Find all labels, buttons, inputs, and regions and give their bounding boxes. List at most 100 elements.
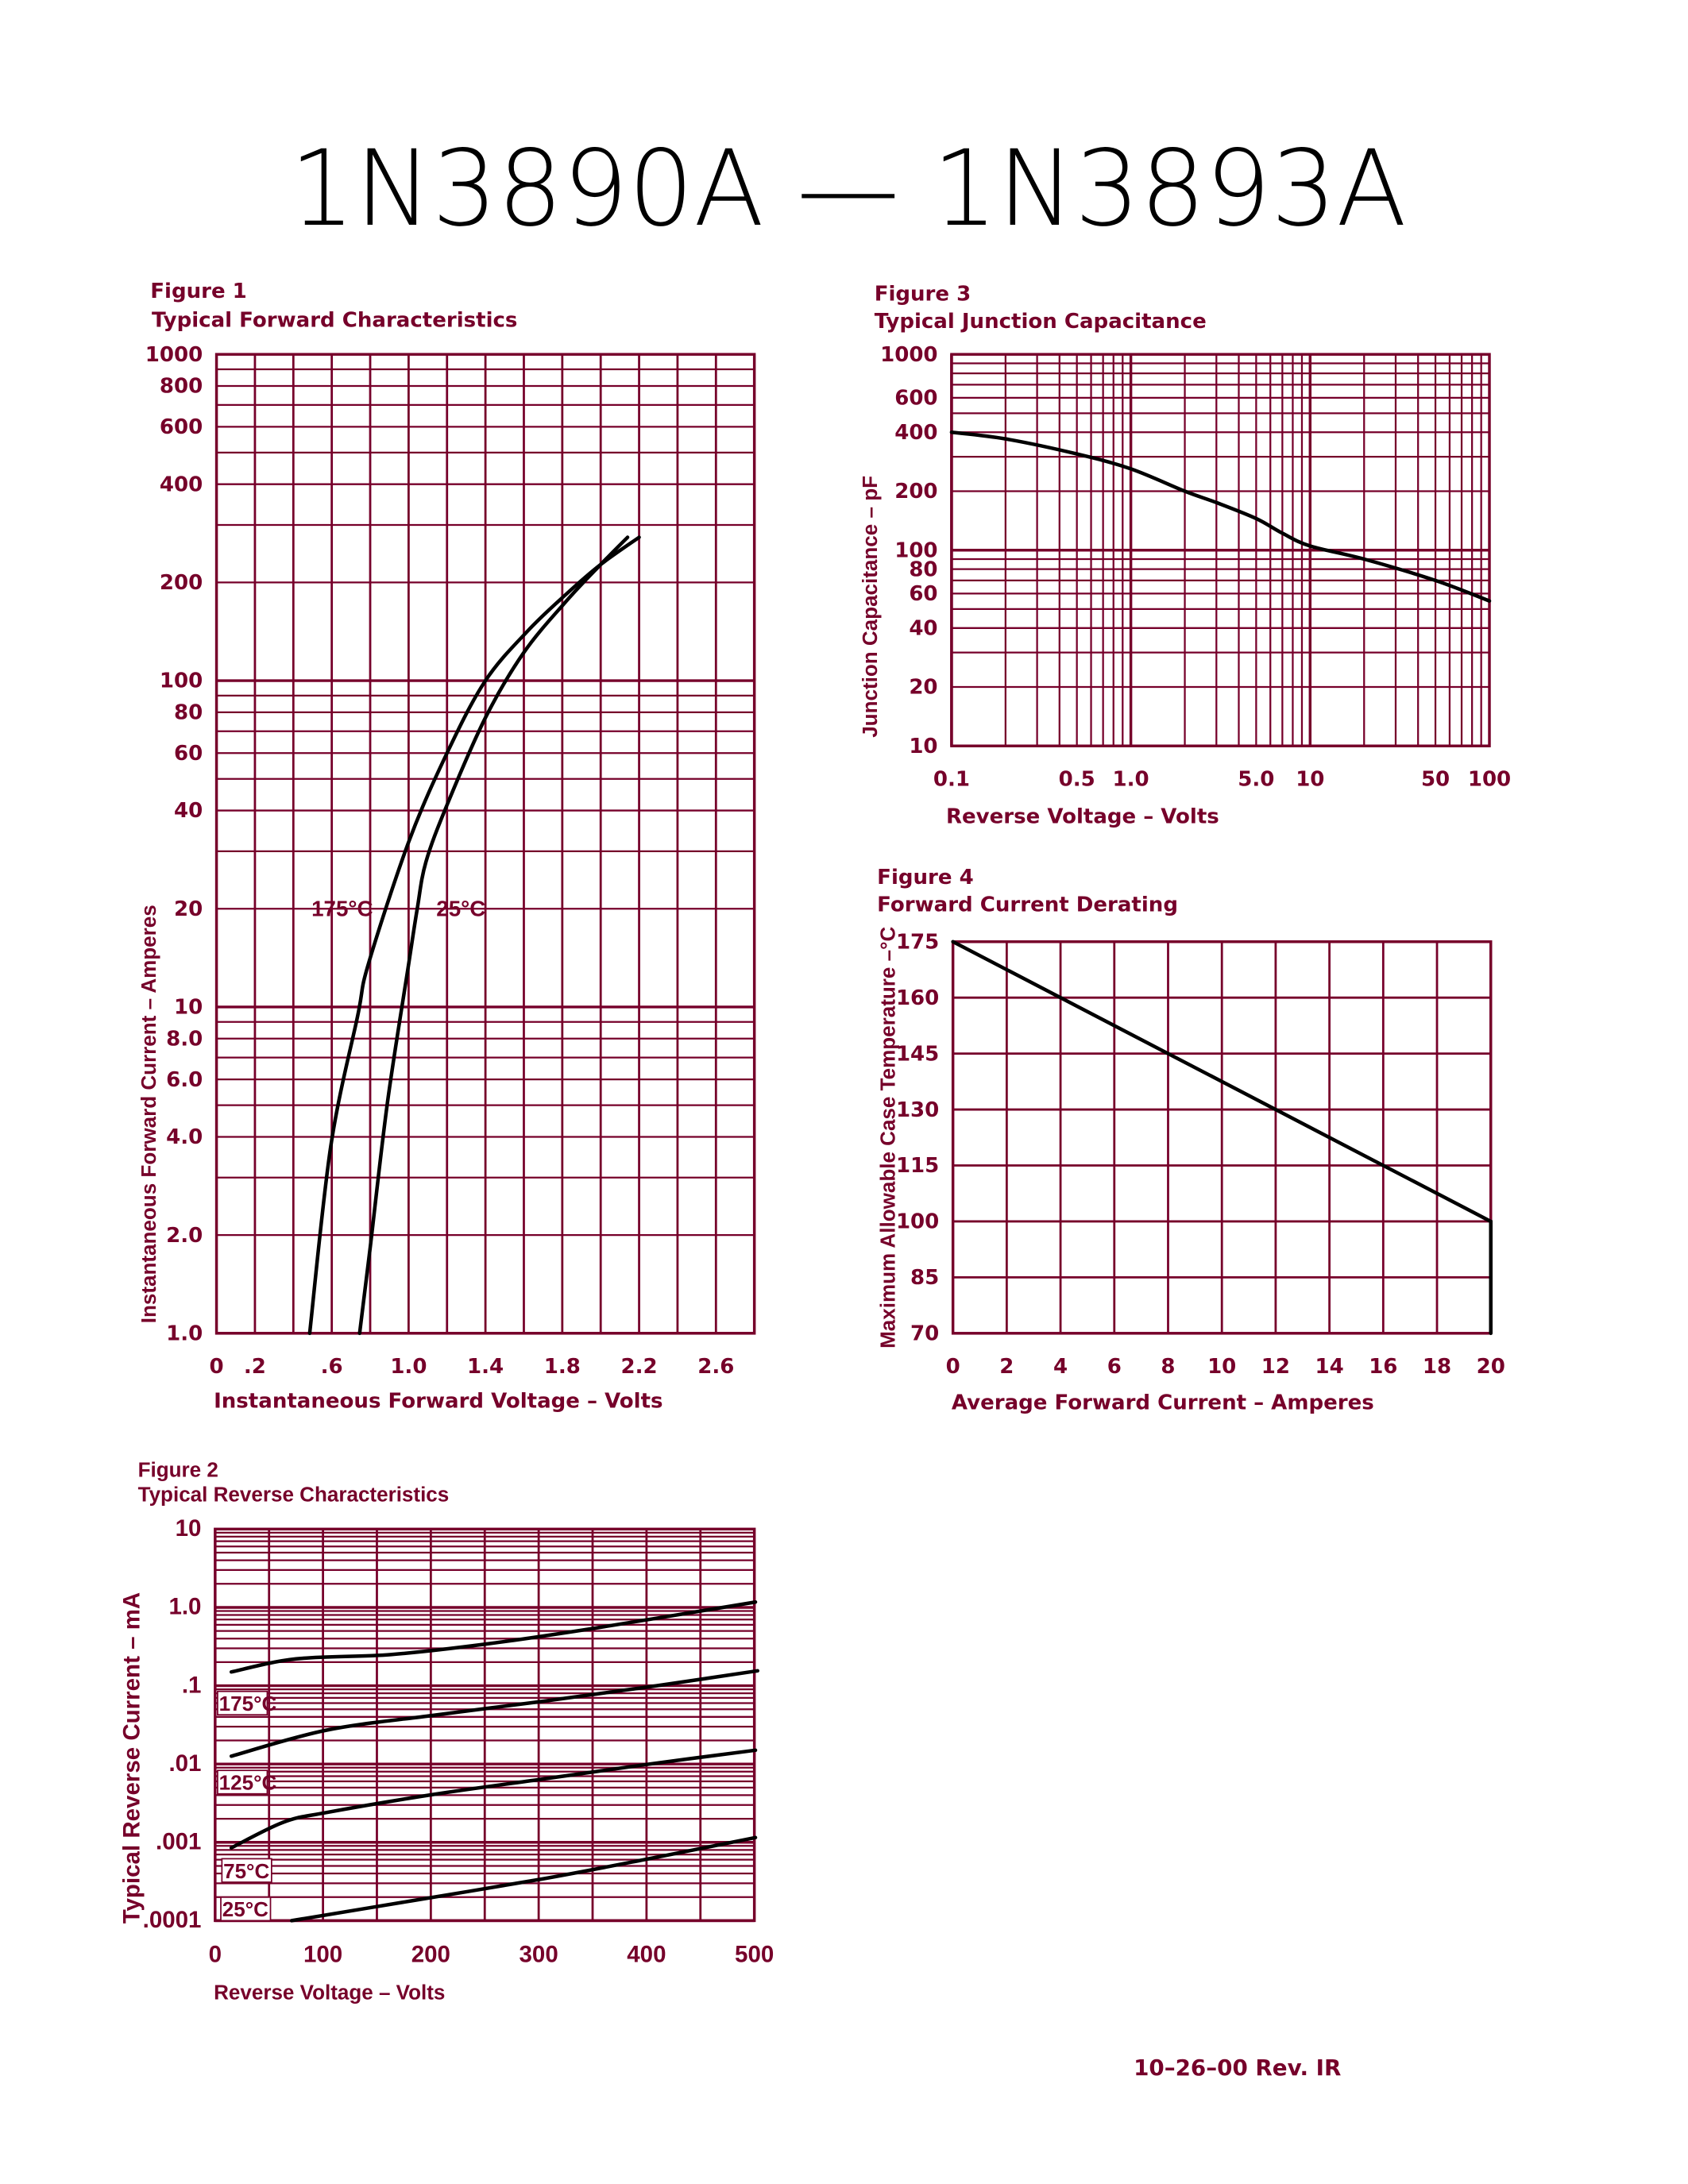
y-tick-label: .001: [156, 1828, 201, 1854]
y-tick-label: 60: [909, 582, 937, 606]
grid: [214, 1527, 756, 1923]
x-tick-label: 100: [303, 1941, 342, 1967]
x-tick-label: 100: [1468, 768, 1511, 792]
y-axis-label: Junction Capacitance – pF: [858, 476, 882, 738]
series-label-box: [220, 1896, 272, 1922]
y-tick-label: 600: [160, 415, 203, 439]
figure-label: Figure 2: [138, 1457, 218, 1481]
y-tick-label: 1.0: [168, 1594, 201, 1620]
revision-footer: 10–26–00 Rev. IR: [1134, 2055, 1341, 2081]
x-tick-label: 300: [520, 1941, 558, 1967]
y-tick-label: 100: [160, 669, 203, 693]
grid: [950, 353, 1491, 747]
y-tick-label: .0001: [143, 1907, 202, 1933]
y-tick-label: 8.0: [166, 1027, 203, 1051]
figure-3: Figure 3 Typical Junction Capacitance Reve…: [858, 282, 1511, 828]
y-tick-label: 20: [174, 897, 203, 921]
y-tick-label: 2.0: [166, 1224, 203, 1248]
y-tick-label: 60: [174, 742, 203, 766]
x-tick-label: 500: [735, 1941, 774, 1967]
y-tick-label: 145: [896, 1042, 939, 1066]
y-tick-label: 10: [909, 735, 937, 758]
x-tick-label: .2: [244, 1355, 266, 1379]
y-tick-label: 100: [896, 1210, 939, 1234]
figure-1: Figure 1 Typical Forward Characteristics I…: [137, 280, 756, 1414]
series-label-box: [217, 1769, 268, 1795]
figure-title: Typical Junction Capacitance: [875, 310, 1207, 334]
series-label: 75°C: [223, 1859, 269, 1883]
x-tick-label: 1.8: [544, 1355, 581, 1379]
y-tick-label: 175: [896, 930, 939, 954]
x-tick-label: .6: [321, 1355, 343, 1379]
x-tick-label: 5.0: [1238, 768, 1274, 792]
series-label-box: [221, 1858, 272, 1883]
series-curve-25c: [289, 1835, 758, 1923]
x-tick-label: 1.0: [390, 1355, 427, 1379]
y-tick-label: 6.0: [166, 1068, 203, 1092]
series-label: 125°C: [219, 1771, 277, 1795]
series-label: 175°C: [311, 896, 373, 920]
x-tick-label: 2.2: [621, 1355, 658, 1379]
y-tick-label: 200: [160, 571, 203, 595]
y-tick-label: 400: [894, 421, 937, 445]
x-axis-label: Reverse Voltage – Volts: [946, 805, 1219, 828]
x-axis-label: Reverse Voltage – Volts: [214, 1980, 445, 2004]
series-curve-25c: [357, 535, 630, 1336]
x-axis-label: Instantaneous Forward Voltage – Volts: [214, 1390, 662, 1414]
y-tick-label: 80: [174, 701, 203, 725]
y-tick-label: 20: [909, 676, 937, 700]
x-tick-label: 14: [1315, 1355, 1343, 1379]
y-tick-label: 400: [160, 473, 203, 496]
x-tick-label: 0.5: [1059, 768, 1095, 792]
series-curve-175c: [307, 535, 641, 1336]
series-curve-125c: [229, 1669, 759, 1758]
y-tick-label: 40: [174, 799, 203, 823]
figure-title: Forward Current Derating: [877, 893, 1178, 917]
series-curve-175c: [229, 1599, 758, 1674]
y-tick-label: 4.0: [166, 1125, 203, 1149]
y-tick-label: 85: [910, 1266, 939, 1290]
x-axis-label: Average Forward Current – Amperes: [952, 1391, 1374, 1414]
series-curve-75c: [229, 1748, 758, 1850]
plot-frame: [951, 940, 1493, 1335]
x-tick-label: 2: [999, 1355, 1014, 1379]
x-tick-label: 0: [946, 1355, 960, 1379]
y-axis-label: Instantaneous Forward Current – Amperes: [137, 905, 160, 1323]
y-tick-label: 100: [894, 538, 937, 562]
part-number-title: 1N3890A — 1N3893A: [290, 129, 1407, 250]
y-tick-label: .01: [168, 1750, 201, 1777]
series-label: 25°C: [436, 896, 485, 920]
x-tick-label: 400: [627, 1941, 666, 1967]
y-tick-label: 600: [894, 387, 937, 411]
x-tick-label: 20: [1477, 1355, 1505, 1379]
y-tick-label: 40: [909, 616, 937, 640]
figure-label: Figure 3: [875, 282, 971, 306]
series-label-box: [217, 1690, 268, 1716]
series-curve: [949, 430, 1492, 603]
y-axis-label: Typical Reverse Current – mA: [118, 1592, 145, 1924]
y-tick-label: 130: [896, 1098, 939, 1122]
series-label: 175°C: [219, 1692, 277, 1715]
y-tick-label: 10: [176, 1515, 202, 1542]
x-tick-label: 0: [210, 1355, 224, 1379]
y-tick-label: 200: [894, 480, 937, 504]
y-tick-label: 1000: [145, 343, 203, 367]
series-label: 25°C: [222, 1897, 268, 1921]
x-tick-label: 12: [1261, 1355, 1290, 1379]
x-tick-label: 10: [1296, 768, 1324, 792]
figure-title: Typical Reverse Characteristics: [138, 1483, 450, 1507]
figure-4: Figure 4 Forward Current Derating Average …: [876, 866, 1505, 1414]
x-tick-label: 6: [1107, 1355, 1122, 1379]
x-tick-label: 50: [1421, 768, 1450, 792]
x-tick-label: 0: [209, 1941, 222, 1967]
plot-frame: [950, 353, 1491, 747]
y-tick-label: 10: [174, 996, 203, 1020]
x-tick-label: 1.0: [1113, 768, 1149, 792]
y-tick-label: 800: [160, 375, 203, 399]
x-tick-label: 18: [1423, 1355, 1451, 1379]
figure-title: Typical Forward Characteristics: [152, 308, 517, 332]
x-tick-label: 16: [1369, 1355, 1397, 1379]
x-tick-label: 2.6: [697, 1355, 734, 1379]
